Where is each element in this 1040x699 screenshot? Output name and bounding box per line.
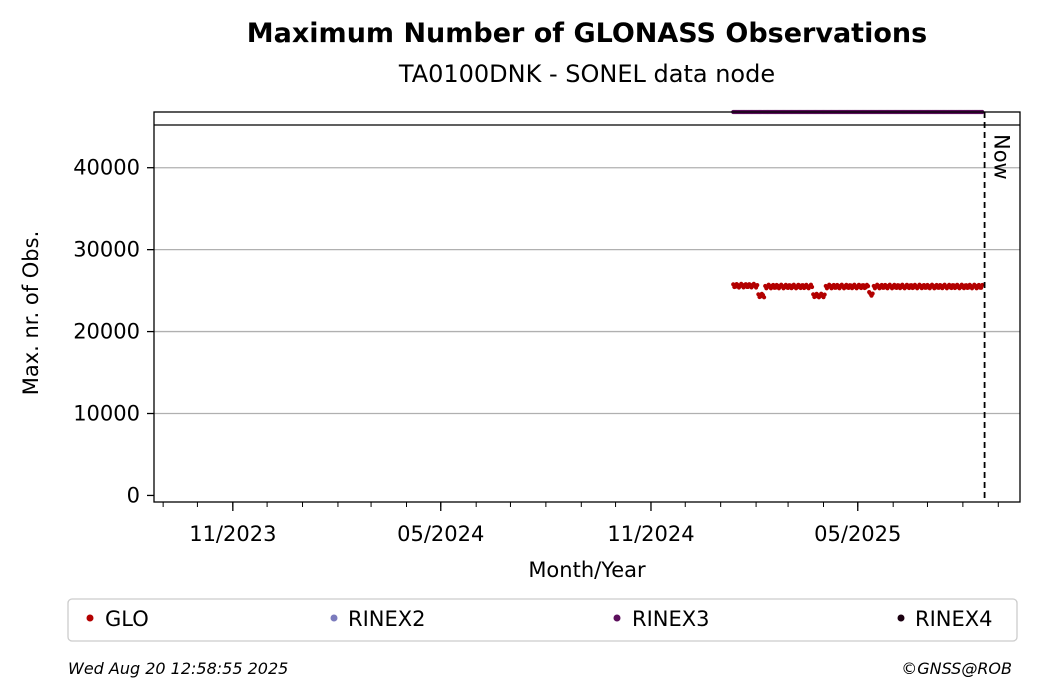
x-axis: 11/2023 05/2024 11/2024 05/2025	[162, 502, 999, 546]
y-gridlines	[154, 167, 1020, 415]
x-tick-label: 05/2025	[814, 522, 901, 546]
data-point	[865, 283, 871, 289]
data-point	[809, 284, 815, 290]
legend: GLO RINEX2 RINEX3 RINEX4	[67, 598, 1018, 642]
data-point	[822, 292, 827, 297]
legend-marker	[897, 614, 905, 622]
y-tick-label: 20000	[73, 320, 140, 344]
now-marker: Now	[983, 112, 1014, 502]
series-glo	[731, 281, 985, 300]
y-tick-label: 40000	[73, 156, 140, 180]
x-tick-label: 05/2024	[397, 522, 484, 546]
series-rinex3	[731, 109, 985, 115]
chart-subtitle: TA0100DNK - SONEL data node	[398, 60, 775, 88]
data-point	[761, 295, 767, 300]
legend-marker	[330, 614, 338, 622]
legend-label: RINEX2	[348, 607, 426, 631]
y-tick-label: 10000	[73, 402, 140, 426]
data-point	[980, 282, 985, 288]
data-point	[755, 283, 760, 288]
plot-frame	[153, 111, 1021, 503]
y-axis-label: Max. nr. of Obs.	[19, 231, 43, 396]
y-tick-label: 0	[127, 483, 140, 507]
y-tick-label: 30000	[73, 238, 140, 262]
legend-box	[67, 598, 1018, 642]
footer-credit: ©GNSS@ROB	[901, 659, 1012, 678]
data-point	[870, 291, 875, 296]
now-label: Now	[990, 134, 1014, 180]
x-axis-label: Month/Year	[528, 558, 646, 582]
x-tick-label: 11/2023	[189, 522, 276, 546]
legend-marker	[613, 614, 621, 622]
legend-item-glo: GLO	[86, 607, 149, 631]
data-series	[731, 109, 985, 300]
x-tick-label: 11/2024	[607, 522, 694, 546]
legend-label: GLO	[105, 607, 149, 631]
legend-label: RINEX3	[632, 607, 710, 631]
y-axis: 0 10000 20000 30000 40000	[73, 156, 154, 507]
legend-label: RINEX4	[915, 607, 993, 631]
legend-item-rinex2: RINEX2	[330, 607, 426, 631]
footer-timestamp: Wed Aug 20 12:58:55 2025	[68, 659, 288, 678]
legend-item-rinex4: RINEX4	[897, 607, 993, 631]
chart-title: Maximum Number of GLONASS Observations	[247, 18, 927, 49]
legend-marker	[86, 614, 94, 622]
legend-item-rinex3: RINEX3	[613, 607, 710, 631]
